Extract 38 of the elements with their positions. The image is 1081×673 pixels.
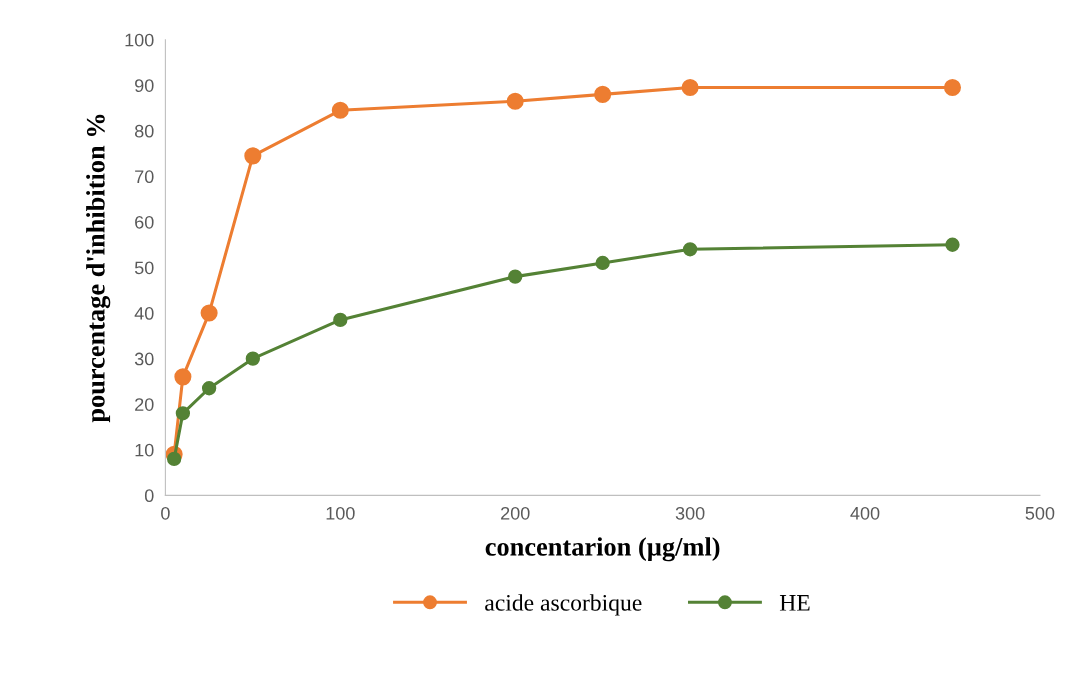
y-tick-label: 100 — [125, 33, 154, 47]
point — [333, 312, 348, 328]
legend-label: acide ascorbique — [485, 594, 642, 616]
x-tick-label: 100 — [326, 506, 355, 520]
y-tick-label: 30 — [134, 352, 154, 366]
x-tick-label: 300 — [675, 506, 705, 520]
legend-label: HE — [779, 595, 810, 611]
y-tick-label: 0 — [144, 489, 154, 503]
y-axis-title: pourcentage d'inhibition % — [86, 114, 111, 423]
point — [506, 92, 524, 110]
point — [175, 406, 191, 421]
point — [682, 242, 698, 257]
y-tick-label: 90 — [135, 79, 154, 92]
x-tick-label: 0 — [161, 506, 170, 520]
x-tick-label: 500 — [1025, 506, 1055, 520]
x-axis-title: concentarion (µg/ml) — [485, 537, 720, 562]
point — [174, 368, 192, 386]
point — [681, 79, 699, 97]
x-tick-label: 200 — [501, 506, 530, 520]
point — [166, 451, 182, 467]
y-tick-label: 60 — [135, 215, 154, 229]
point — [508, 269, 523, 284]
point — [201, 381, 217, 396]
y-tick-label: 50 — [134, 261, 154, 275]
point — [945, 237, 960, 252]
point — [331, 101, 349, 119]
x-tick-label: 400 — [850, 506, 880, 520]
y-tick-label: 80 — [134, 124, 154, 138]
point — [244, 147, 262, 165]
y-tick-label: 70 — [135, 170, 154, 184]
y-tick-label: 10 — [135, 443, 154, 457]
y-tick-label: 40 — [134, 307, 154, 320]
y-tick-label: 20 — [135, 398, 154, 411]
point — [245, 351, 261, 366]
point — [594, 85, 612, 103]
point — [595, 255, 610, 271]
point — [943, 79, 962, 97]
point — [200, 304, 218, 322]
